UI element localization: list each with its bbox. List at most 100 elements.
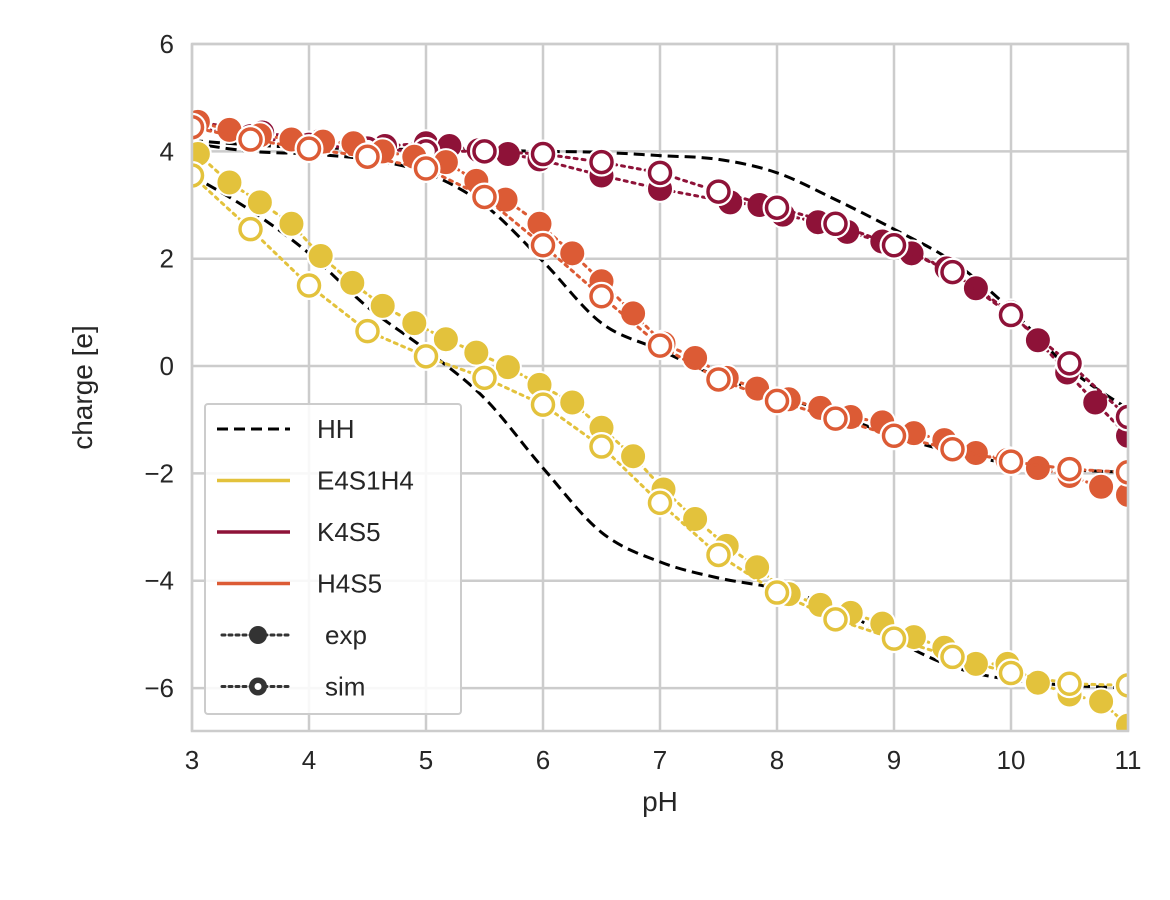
legend-item: E4S1H4 bbox=[217, 466, 414, 496]
series-e4s1h4-sim bbox=[192, 161, 1128, 700]
k4s5-exp-point bbox=[1081, 388, 1110, 417]
h4s5-sim-point bbox=[1057, 456, 1082, 482]
k4s5-sim-point bbox=[1057, 351, 1082, 376]
x-tick-label: 9 bbox=[887, 745, 901, 775]
k4s5-sim-point bbox=[589, 149, 614, 175]
x-tick-label: 10 bbox=[997, 745, 1026, 775]
e4s1h4-sim-point bbox=[706, 542, 731, 568]
x-axis-title: pH bbox=[642, 786, 678, 817]
h4s5-exp-point bbox=[558, 239, 587, 268]
e4s1h4-sim-point bbox=[355, 318, 380, 344]
e4s1h4-exp-point bbox=[558, 388, 587, 417]
k4s5-exp-point bbox=[1023, 326, 1052, 355]
k4s5-sim-point bbox=[998, 302, 1024, 328]
k4s5-sim-point bbox=[647, 160, 673, 186]
h4s5-sim-point bbox=[647, 333, 673, 358]
e4s1h4-sim-point bbox=[296, 273, 322, 298]
x-tick-label: 3 bbox=[185, 745, 199, 775]
x-tick-label: 4 bbox=[302, 745, 316, 775]
x-tick-label: 6 bbox=[536, 745, 550, 775]
e4s1h4-sim-point bbox=[472, 365, 497, 391]
e4s1h4-sim-point bbox=[881, 626, 907, 651]
k4s5-sim-point bbox=[881, 233, 907, 258]
legend-item: H4S5 bbox=[217, 569, 382, 599]
legend-marker-filled bbox=[249, 626, 267, 644]
x-tick-label: 11 bbox=[1115, 745, 1142, 775]
h4s5-sim-point bbox=[998, 449, 1024, 474]
y-tick-label: −2 bbox=[144, 458, 174, 488]
e4s1h4-exp-point bbox=[619, 442, 648, 471]
e4s1h4-exp-point bbox=[681, 504, 710, 533]
h4s5-sim-point bbox=[472, 184, 497, 210]
x-tick-label: 7 bbox=[653, 745, 667, 775]
e4s1h4-exp-point bbox=[493, 353, 522, 382]
y-tick-label: 0 bbox=[160, 351, 174, 381]
legend-marker-ring-center bbox=[254, 683, 262, 690]
k4s5-sim-point bbox=[530, 141, 556, 167]
y-tick-label: −6 bbox=[144, 673, 174, 703]
y-tick-label: 4 bbox=[160, 136, 174, 166]
e4s1h4-sim-point bbox=[589, 434, 614, 459]
legend-label: HH bbox=[317, 414, 355, 444]
y-tick-label: −4 bbox=[144, 566, 174, 596]
legend-item: K4S5 bbox=[217, 517, 381, 547]
k4s5-sim-point bbox=[1115, 404, 1128, 430]
h4s5-sim-point bbox=[589, 284, 614, 309]
data-series bbox=[192, 107, 1128, 731]
legend-label: H4S5 bbox=[317, 569, 382, 599]
e4s1h4-exp-point bbox=[1114, 711, 1128, 731]
e4s1h4-exp-point bbox=[245, 188, 274, 217]
e4s1h4-exp-point bbox=[431, 325, 460, 354]
legend-box bbox=[204, 403, 462, 715]
h4s5-sim-point bbox=[881, 423, 907, 449]
e4s1h4-sim-point bbox=[530, 392, 556, 417]
legend-label: exp bbox=[325, 620, 367, 650]
k4s5-exp-point bbox=[493, 140, 522, 169]
e4s1h4-sim-point bbox=[238, 216, 263, 242]
y-axis-title: charge [e] bbox=[67, 325, 98, 450]
x-tick-label: 5 bbox=[419, 745, 433, 775]
h4s5-sim-point bbox=[238, 127, 263, 152]
e4s1h4-exp-point bbox=[1023, 668, 1052, 697]
h4s5-sim-point bbox=[530, 233, 556, 258]
h4s5-sim-point bbox=[296, 136, 322, 161]
e4s1h4-sim-point bbox=[192, 163, 205, 188]
h4s5-sim-point bbox=[940, 436, 965, 462]
k4s5-sim-point bbox=[823, 211, 848, 237]
x-tick-label: 8 bbox=[770, 745, 784, 775]
e4s1h4-exp-point bbox=[400, 309, 429, 338]
e4s1h4-exp-point bbox=[215, 168, 244, 197]
e4s1h4-sim-point bbox=[1115, 673, 1128, 698]
h4s5-exp-point bbox=[1114, 480, 1128, 509]
e4s1h4-exp-point bbox=[743, 553, 772, 582]
h4s5-sim-point bbox=[1115, 460, 1128, 485]
e4s1h4-sim-point bbox=[647, 490, 673, 516]
e4s1h4-exp-point bbox=[368, 291, 397, 320]
h4s5-exp-point bbox=[1023, 454, 1052, 483]
k4s5-sim-point bbox=[940, 259, 965, 285]
plot-frame bbox=[190, 42, 1130, 733]
e4s1h4-sim-point bbox=[1057, 671, 1082, 697]
k4s5-sim-point bbox=[764, 195, 790, 220]
h4s5-sim-point bbox=[355, 144, 380, 169]
k4s5-sim-point bbox=[472, 139, 497, 164]
tick-labels: 3 4 5 6 7 8 9 10 11 −6 −4 −2 0 2 4 6 bbox=[144, 29, 1141, 775]
h4s5-exp-point bbox=[681, 343, 710, 372]
legend-item: sim bbox=[220, 672, 365, 702]
k4s5-sim-point bbox=[706, 179, 731, 204]
h4s5-sim-line bbox=[192, 125, 1128, 474]
e4s1h4-sim-point bbox=[823, 607, 848, 632]
h4s5-exp-point bbox=[1087, 472, 1116, 501]
legend-label: K4S5 bbox=[317, 517, 381, 547]
e4s1h4-sim-point bbox=[998, 660, 1024, 686]
series-h4s5-sim bbox=[192, 112, 1128, 487]
e4s1h4-exp-point bbox=[338, 268, 367, 297]
h4s5-sim-point bbox=[192, 114, 205, 140]
legend: HH E4S1H4 K4S5 H4S5 exp sim bbox=[204, 403, 462, 715]
e4s1h4-exp-point bbox=[462, 338, 491, 367]
legend-label: sim bbox=[325, 672, 365, 702]
h4s5-sim-point bbox=[413, 156, 439, 181]
h4s5-sim-point bbox=[764, 388, 790, 414]
e4s1h4-sim-point bbox=[413, 344, 439, 369]
